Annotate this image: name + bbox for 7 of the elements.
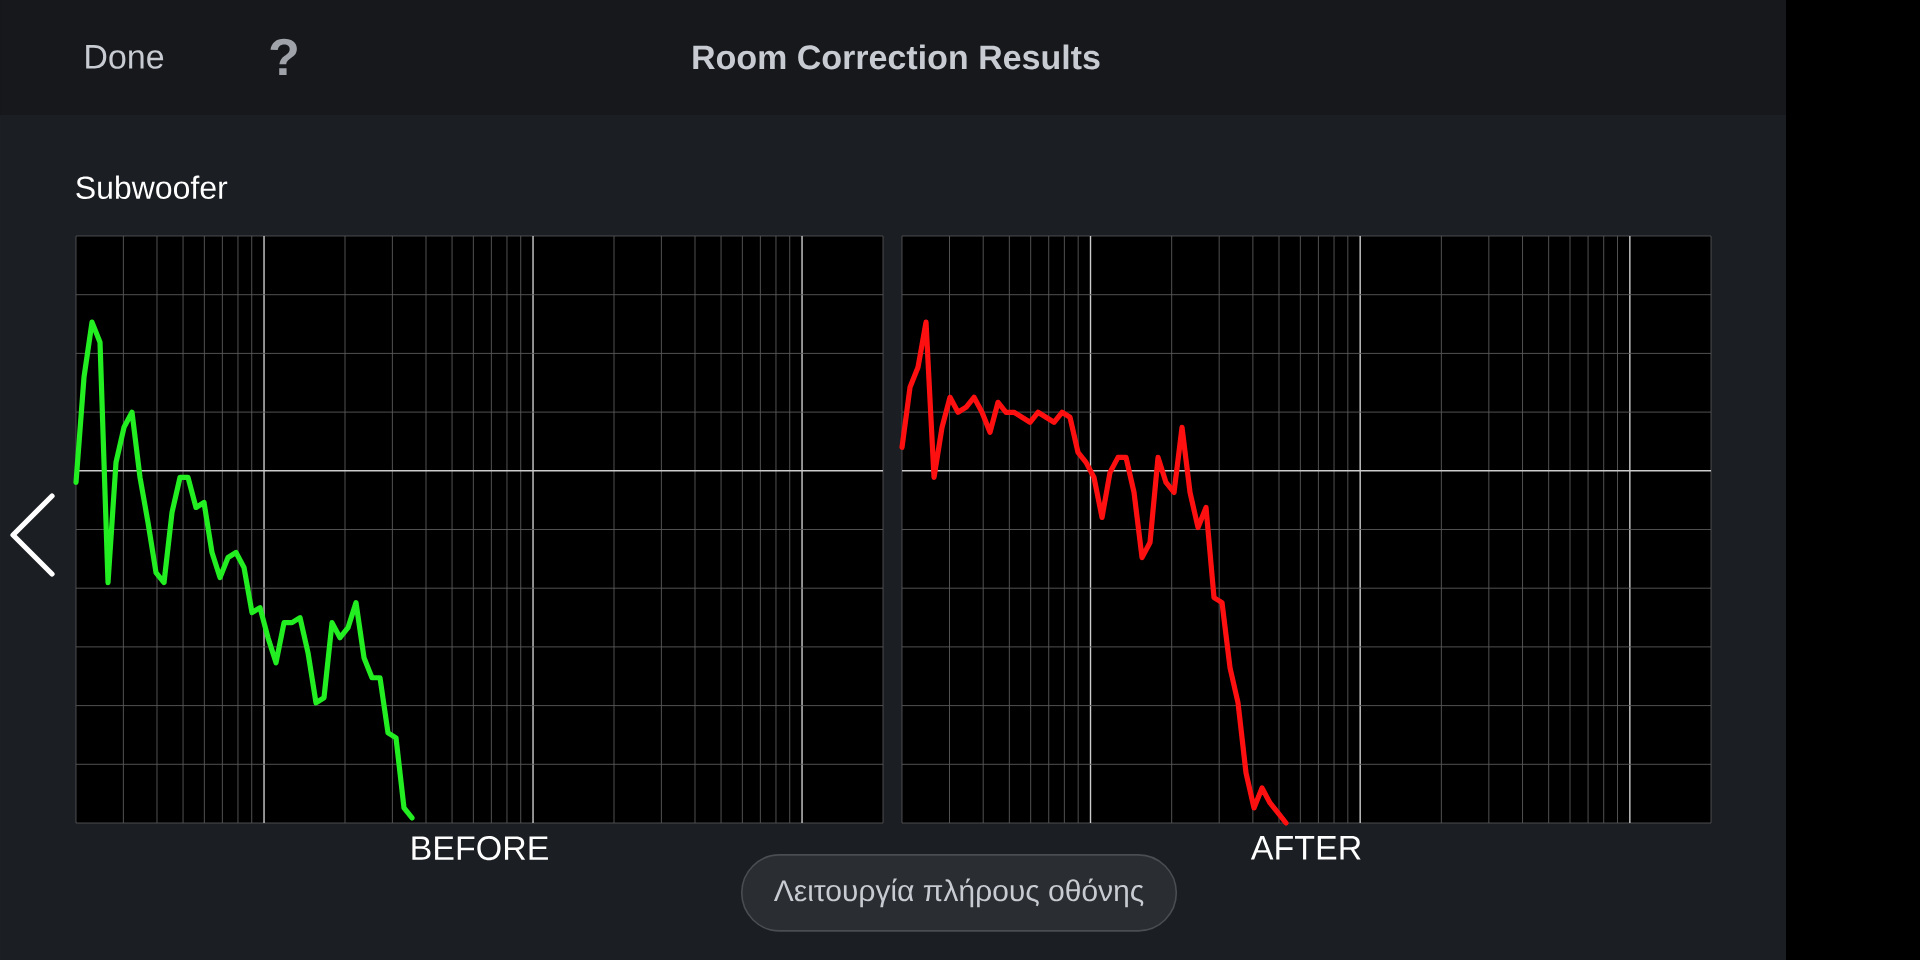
x-axis-title: AFTER xyxy=(1250,836,1361,860)
x-axis-title: BEFORE xyxy=(412,836,548,861)
chart-title: Room Correction Results xyxy=(693,44,1100,70)
chart-subtitle: Subwoofer xyxy=(76,175,228,200)
text: ? xyxy=(270,38,297,76)
text: Λειτουργία πλήρους οθόνης xyxy=(773,878,1144,908)
text: Done xyxy=(86,45,164,69)
